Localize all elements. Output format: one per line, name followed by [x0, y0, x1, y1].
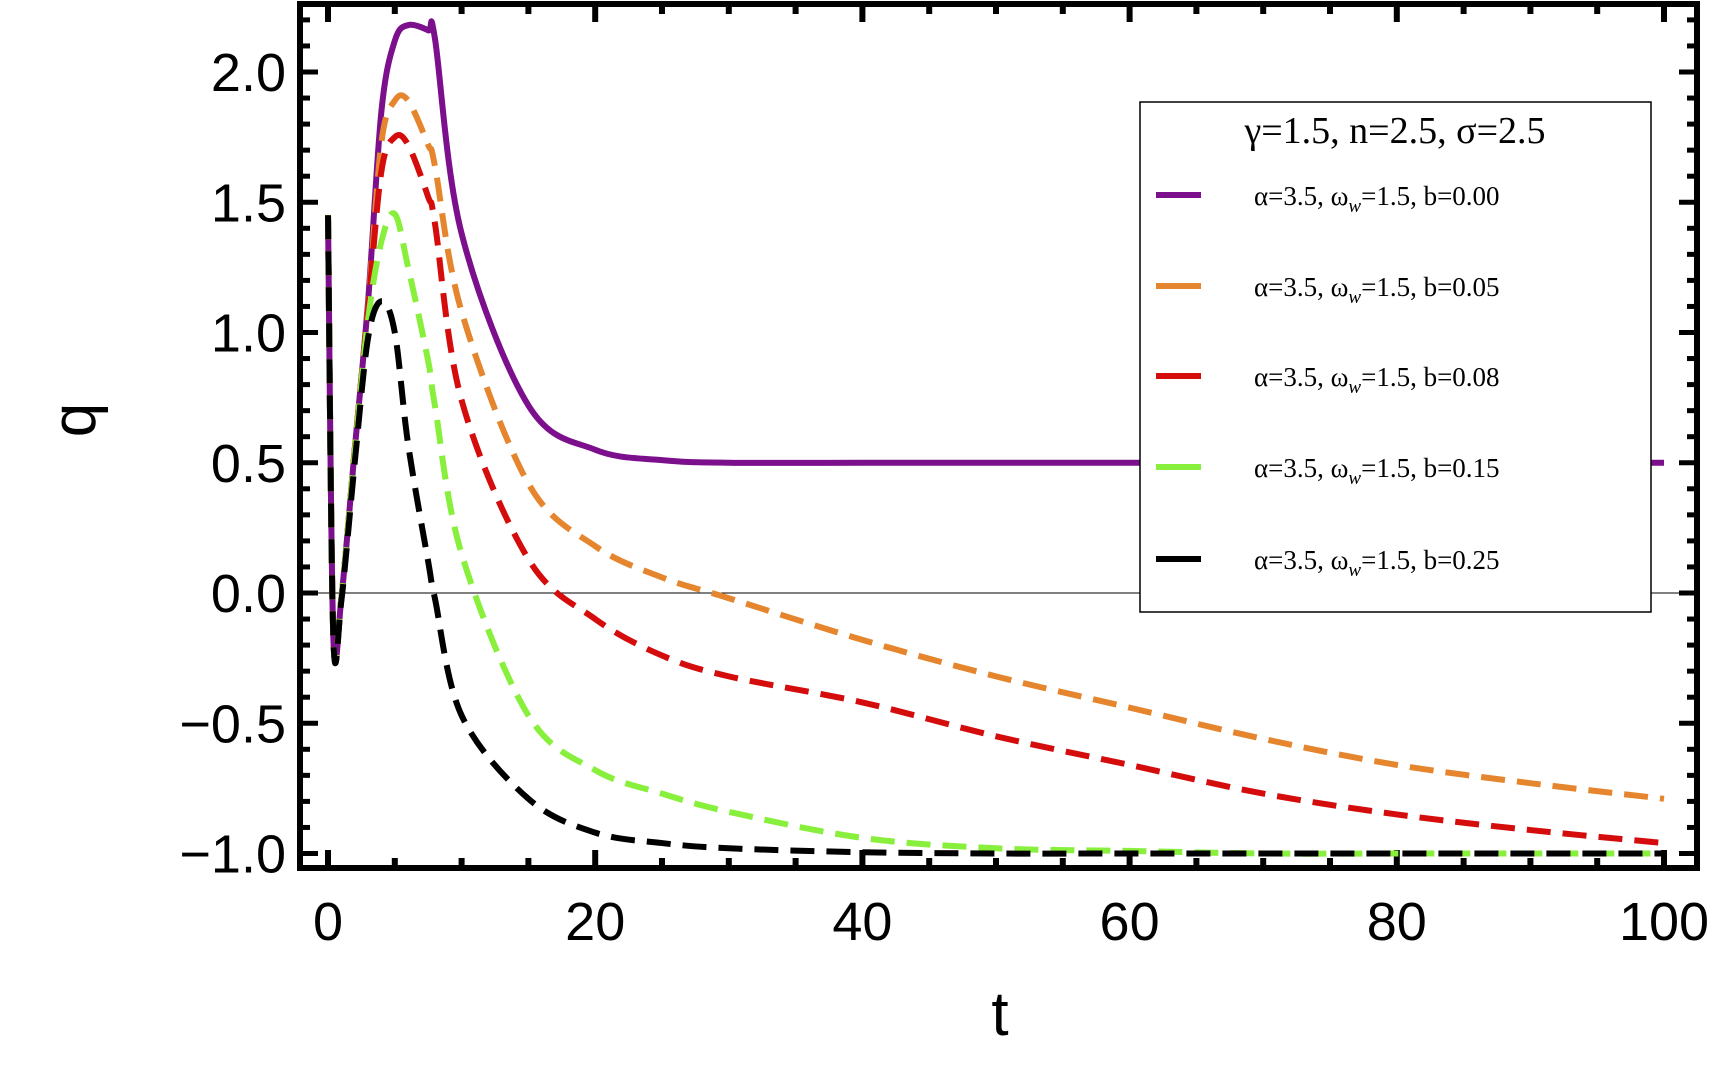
x-tick-label: 40: [832, 892, 892, 952]
x-tick-label: 0: [313, 892, 343, 952]
y-tick-label: 2.0: [211, 43, 286, 103]
x-tick-label: 100: [1619, 892, 1709, 952]
series-line-3: [325, 210, 1664, 857]
series-line-2: [325, 132, 1665, 847]
legend-label: α=3.5, ωw=1.5, b=0.08: [1254, 362, 1500, 398]
x-tick-label: 80: [1367, 892, 1427, 952]
x-tick-label: 20: [565, 892, 625, 952]
legend-label: α=3.5, ωw=1.5, b=0.05: [1254, 272, 1500, 308]
series-line-4: [325, 215, 1664, 857]
y-tick-label: −1.0: [179, 825, 286, 885]
y-tick-label: 0.0: [211, 564, 286, 624]
series-line-1: [325, 92, 1665, 802]
legend-label: α=3.5, ωw=1.5, b=0.00: [1254, 181, 1500, 217]
x-axis-label: t: [991, 980, 1008, 1049]
y-tick-labels: −1.0 −0.5 0.0 0.5 1.0 1.5 2.0: [179, 43, 286, 885]
legend: γ=1.5, n=2.5, σ=2.5 α=3.5, ωw=1.5, b=0.0…: [1139, 101, 1652, 613]
y-tick-label: −0.5: [179, 694, 286, 754]
legend-title: γ=1.5, n=2.5, σ=2.5: [1243, 110, 1545, 152]
legend-label: α=3.5, ωw=1.5, b=0.25: [1254, 545, 1500, 581]
legend-box: [1139, 101, 1652, 613]
y-tick-label: 0.5: [211, 434, 286, 494]
x-tick-label: 60: [1100, 892, 1160, 952]
y-axis-label: q: [40, 403, 109, 437]
curves: [325, 18, 1665, 857]
plot-frame: [297, 1, 1700, 871]
legend-label: α=3.5, ωw=1.5, b=0.15: [1254, 453, 1500, 489]
x-tick-labels: 0 20 40 60 80 100: [313, 892, 1709, 952]
y-tick-label: 1.0: [211, 304, 286, 364]
y-tick-label: 1.5: [211, 173, 286, 233]
